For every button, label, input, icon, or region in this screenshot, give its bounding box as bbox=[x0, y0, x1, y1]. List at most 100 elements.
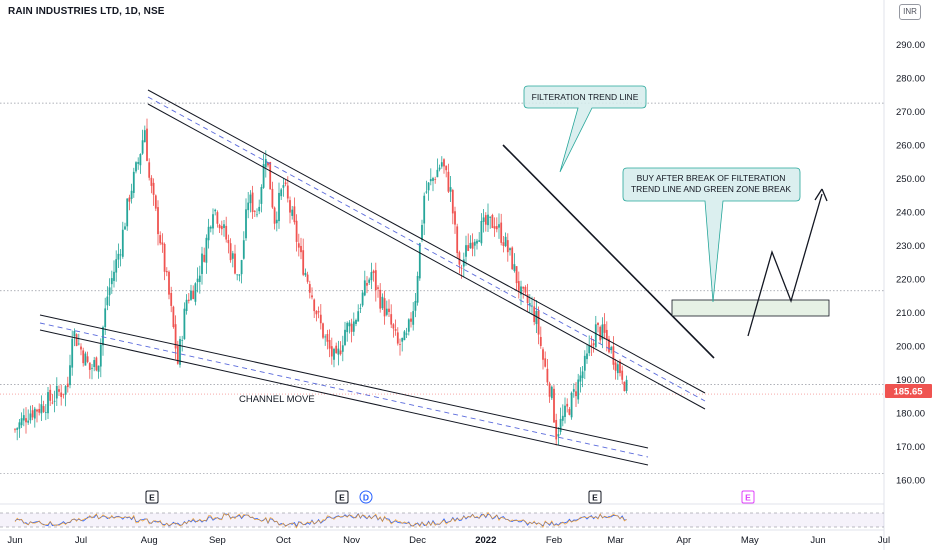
candle-body bbox=[599, 326, 602, 341]
candle-body bbox=[405, 333, 408, 335]
candle-body bbox=[249, 194, 252, 204]
candle-body bbox=[163, 244, 166, 272]
candle-body bbox=[253, 211, 256, 212]
candle-body bbox=[216, 212, 219, 224]
drawings[interactable]: FILTERATION TREND LINE BUY AFTER BREAK OF… bbox=[39, 85, 830, 466]
candle-body bbox=[377, 287, 379, 289]
candle-body bbox=[625, 379, 628, 391]
y-tick-label: 180.00 bbox=[896, 409, 925, 420]
plot-background bbox=[0, 0, 884, 550]
candle-body bbox=[179, 339, 181, 365]
candle-body bbox=[20, 418, 23, 426]
x-tick-label: Aug bbox=[141, 535, 158, 546]
candle-body bbox=[348, 322, 351, 327]
candle-body bbox=[51, 402, 54, 404]
filteration-trend-line bbox=[502, 144, 715, 359]
x-tick-label: Feb bbox=[546, 535, 562, 546]
candle-body bbox=[458, 252, 461, 265]
time-axis: Jun Jul Aug Sep Oct Nov Dec 2022 Feb Mar Apr May Jun… bbox=[7, 535, 890, 546]
candle-body bbox=[214, 209, 217, 212]
candle-body bbox=[425, 191, 428, 193]
candle-body bbox=[511, 247, 514, 270]
candle-body bbox=[473, 241, 476, 246]
candle-body bbox=[238, 274, 241, 276]
candle-body bbox=[264, 159, 267, 168]
candle-body bbox=[234, 253, 236, 274]
candle-body bbox=[302, 250, 305, 275]
candle-body bbox=[69, 365, 71, 386]
candle-body bbox=[304, 272, 307, 276]
buy-callout bbox=[622, 167, 801, 303]
x-tick-label: Jun bbox=[7, 535, 22, 546]
candle-body bbox=[467, 245, 470, 251]
candle-body bbox=[612, 346, 615, 365]
candle-body bbox=[95, 357, 98, 371]
event-earnings-marker[interactable] bbox=[335, 490, 349, 504]
candle-body bbox=[58, 389, 60, 392]
candle-body bbox=[383, 298, 386, 317]
candle-body bbox=[594, 324, 597, 348]
candle-body bbox=[40, 404, 43, 414]
candle-body bbox=[491, 214, 494, 228]
candle-body bbox=[414, 300, 417, 311]
horizontal-levels bbox=[0, 102, 884, 474]
candle-body bbox=[49, 389, 52, 401]
candle-body bbox=[559, 418, 562, 432]
candle-body bbox=[515, 266, 518, 284]
candle-body bbox=[564, 405, 566, 417]
event-earnings-marker[interactable] bbox=[588, 490, 602, 504]
event-dividend-marker[interactable] bbox=[359, 490, 373, 504]
x-tick-label: May bbox=[741, 535, 759, 546]
candle-body bbox=[601, 324, 604, 340]
candle-body bbox=[128, 197, 131, 202]
candle-body bbox=[66, 383, 69, 388]
upper-channel-mid bbox=[147, 96, 706, 402]
candle-body bbox=[80, 346, 82, 350]
y-tick-label: 160.00 bbox=[896, 476, 925, 487]
y-tick-label: 270.00 bbox=[896, 107, 925, 118]
candle-body bbox=[427, 182, 430, 191]
x-tick-label: 2022 bbox=[475, 535, 496, 546]
candle-body bbox=[326, 334, 329, 342]
candle-body bbox=[456, 226, 459, 254]
y-tick-label: 200.00 bbox=[896, 342, 925, 353]
candle-body bbox=[291, 209, 294, 216]
candle-body bbox=[460, 267, 463, 269]
candle-body bbox=[370, 272, 373, 281]
lower-channel-mid bbox=[39, 322, 649, 458]
candle-body bbox=[53, 400, 56, 402]
candle-body bbox=[502, 242, 505, 246]
candle-body bbox=[154, 195, 157, 209]
candle-body bbox=[194, 283, 197, 302]
candle-body bbox=[399, 344, 401, 345]
candle-body bbox=[363, 280, 366, 296]
price-axis: 160.00 170.00 180.00 190.00 200.00 210.00 220.… bbox=[896, 40, 925, 487]
candle-body bbox=[64, 386, 67, 395]
candle-body bbox=[350, 323, 353, 332]
candle-body bbox=[282, 185, 285, 188]
candle-body bbox=[568, 409, 571, 415]
candle-body bbox=[212, 214, 214, 229]
last-price-badge bbox=[885, 384, 932, 398]
candle-body bbox=[535, 311, 538, 325]
candle-body bbox=[416, 275, 419, 303]
x-tick-label: Mar bbox=[607, 535, 623, 546]
candle-body bbox=[324, 336, 327, 338]
candle-body bbox=[575, 391, 577, 397]
candle-body bbox=[256, 214, 258, 216]
candle-body bbox=[478, 240, 481, 242]
candle-body bbox=[152, 182, 155, 195]
event-earnings-marker[interactable] bbox=[145, 490, 159, 504]
candle-body bbox=[445, 165, 448, 171]
filteration-callout-text: FILTERATION TREND LINE bbox=[532, 92, 639, 102]
candle-body bbox=[454, 211, 456, 225]
candle-body bbox=[493, 226, 496, 229]
candle-body bbox=[262, 164, 265, 188]
candle-body bbox=[421, 224, 423, 241]
candle-body bbox=[403, 331, 406, 341]
event-earnings-marker[interactable] bbox=[741, 490, 755, 504]
currency-badge[interactable]: INR bbox=[899, 4, 921, 20]
